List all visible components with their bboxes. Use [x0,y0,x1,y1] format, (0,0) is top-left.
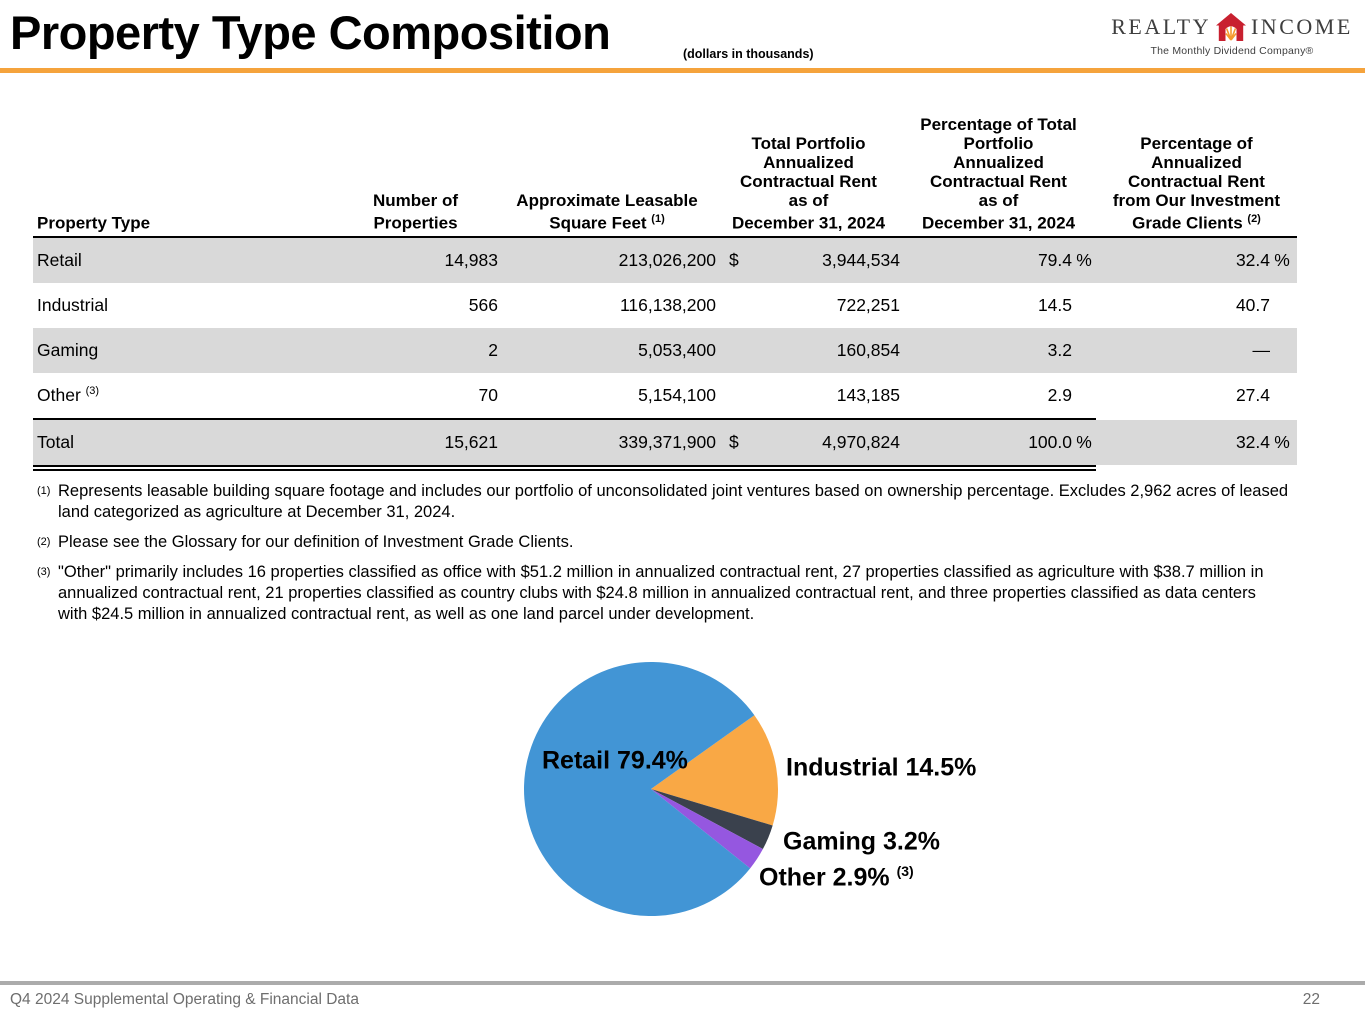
cell-rent: 160,854 [836,340,900,360]
table-row-other: Other (3) 70 5,154,100 143,185 2.9 27.4 [33,373,1297,418]
cell-rent: 722,251 [836,295,900,315]
page-number: 22 [1302,991,1320,1008]
table-row-total: Total 15,621 339,371,900 $4,970,824 100.… [33,420,1297,465]
cell-investment-grade: 32.4% [1235,432,1290,452]
cell-rent: 143,185 [836,385,900,405]
cell-sqft: 213,026,200 [618,250,716,270]
cell-rent: $4,970,824 [729,432,900,452]
cell-pct: 79.4% [1037,250,1092,270]
cell-pct: 2.9 [1047,385,1072,405]
cell-pct: 100.0% [1028,432,1092,452]
cell-pct: 3.2 [1047,340,1072,360]
table-row-retail: Retail 14,983 213,026,200 $3,944,534 79.… [33,238,1297,283]
cell-investment-grade: — [1252,340,1271,360]
cell-properties: 15,621 [444,432,498,452]
col-header-leasable-square-feet: Approximate Leasable Square Feet (1) [516,191,698,233]
total-bottom-rule [33,465,1096,471]
cell-sqft: 5,053,400 [638,340,716,360]
pie-svg [524,662,778,917]
col-header-number-of-properties: Number of Properties [373,191,458,233]
cell-sqft: 5,154,100 [638,385,716,405]
cell-type: Industrial [37,295,109,315]
cell-properties: 2 [488,340,498,360]
cell-investment-grade: 32.4% [1235,250,1290,270]
house-icon [1215,12,1246,42]
table-row-industrial: Industrial 566 116,138,200 722,251 14.5 … [33,283,1297,328]
pie-slice-retail [524,662,755,917]
cell-investment-grade: 27.4 [1235,385,1270,405]
realty-income-logo: REALTY INCOME The Monthly Dividend Compa… [1111,12,1350,57]
pie-slice-gaming [651,789,773,850]
cell-sqft: 116,138,200 [619,295,716,315]
cell-properties: 70 [478,385,498,405]
property-type-pie-chart [480,645,900,945]
pie-label-gaming: Gaming 3.2% [783,827,940,856]
property-type-table: Property Type Number of Properties Appro… [33,115,1297,471]
cell-pct: 14.5 [1037,295,1072,315]
cell-properties: 14,983 [444,250,498,270]
pie-label-industrial: Industrial 14.5% [786,753,977,782]
cell-rent: $3,944,534 [729,250,900,270]
cell-investment-grade: 40.7 [1235,295,1270,315]
title-units-note: (dollars in thousands) [683,47,814,61]
col-header-annualized-rent: Total Portfolio Annualized Contractual R… [731,134,886,233]
logo-word-income: INCOME [1250,14,1353,39]
cell-type: Retail [37,250,82,270]
footnotes: (1) Represents leasable building square … [37,481,1289,634]
cell-properties: 566 [468,295,498,315]
cell-type: Gaming [37,340,99,360]
col-header-pct-investment-grade: Percentage of Annualized Contractual Ren… [1112,134,1281,233]
footer-title: Q4 2024 Supplemental Operating & Financi… [10,991,359,1008]
pie-slice-other [651,789,763,869]
footnote-3: (3) "Other" primarily includes 16 proper… [37,563,1264,623]
accent-divider [0,68,1365,73]
col-header-pct-of-total-rent: Percentage of Total Portfolio Annualized… [920,115,1077,233]
table-row-gaming: Gaming 2 5,053,400 160,854 3.2 — [33,328,1297,373]
footer-divider [0,981,1365,985]
cell-sqft: 339,371,900 [618,432,716,452]
pie-label-retail: Retail 79.4% [542,746,688,775]
footnote-1: (1) Represents leasable building square … [37,482,1289,521]
pie-label-other: Other 2.9% (3) [759,863,914,892]
pie-slice-industrial [651,715,778,826]
total-top-rule [33,418,1096,420]
cell-type: Total [37,432,74,452]
cell-type: Other (3) [37,385,100,405]
page-title: Property Type Composition [10,6,611,59]
footnote-2: (2) Please see the Glossary for our defi… [37,533,574,551]
table-header-row: Property Type Number of Properties Appro… [33,115,1297,238]
logo-tagline: The Monthly Dividend Company® [1150,45,1314,57]
logo-word-realty: REALTY [1111,14,1211,39]
col-header-property-type: Property Type [37,213,151,233]
